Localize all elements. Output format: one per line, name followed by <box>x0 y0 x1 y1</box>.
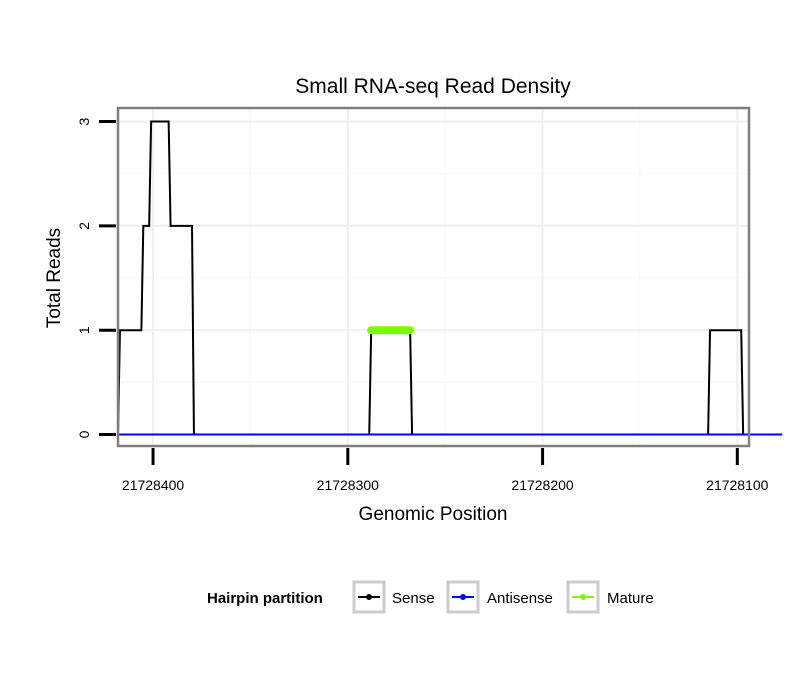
x-tick-label: 21728100 <box>706 477 769 493</box>
legend-item-mature: Mature <box>566 580 654 614</box>
x-axis-label: Genomic Position <box>359 504 508 525</box>
x-axis: 21728400 21728300 21728200 21728100 <box>122 448 769 493</box>
legend-label-antisense: Antisense <box>487 590 553 607</box>
y-tick-label: 0 <box>76 430 92 438</box>
plot-border <box>116 106 751 448</box>
x-tick-label: 21728300 <box>317 477 380 493</box>
legend-item-sense: Sense <box>352 580 435 614</box>
y-axis: 0 1 2 3 <box>76 117 116 438</box>
y-tick-label: 1 <box>76 326 92 334</box>
chart-title: Small RNA-seq Read Density <box>295 75 571 98</box>
legend: Hairpin partition Sense Antisense Mature <box>207 580 654 614</box>
legend-label-sense: Sense <box>392 590 435 607</box>
y-tick-label: 3 <box>76 117 92 125</box>
y-axis-label: Total Reads <box>44 228 65 328</box>
y-tick-label: 2 <box>76 222 92 230</box>
plot-area <box>116 106 783 448</box>
plot-background <box>118 108 749 446</box>
legend-label-mature: Mature <box>607 590 654 607</box>
minor-gridlines <box>118 108 749 446</box>
x-tick-label: 21728400 <box>122 477 185 493</box>
legend-point-sense <box>366 594 372 600</box>
x-tick-label: 21728200 <box>511 477 574 493</box>
legend-title: Hairpin partition <box>207 590 323 607</box>
legend-point-antisense <box>460 594 466 600</box>
legend-point-mature <box>580 594 586 600</box>
series-layer <box>117 120 783 436</box>
legend-item-antisense: Antisense <box>446 580 553 614</box>
